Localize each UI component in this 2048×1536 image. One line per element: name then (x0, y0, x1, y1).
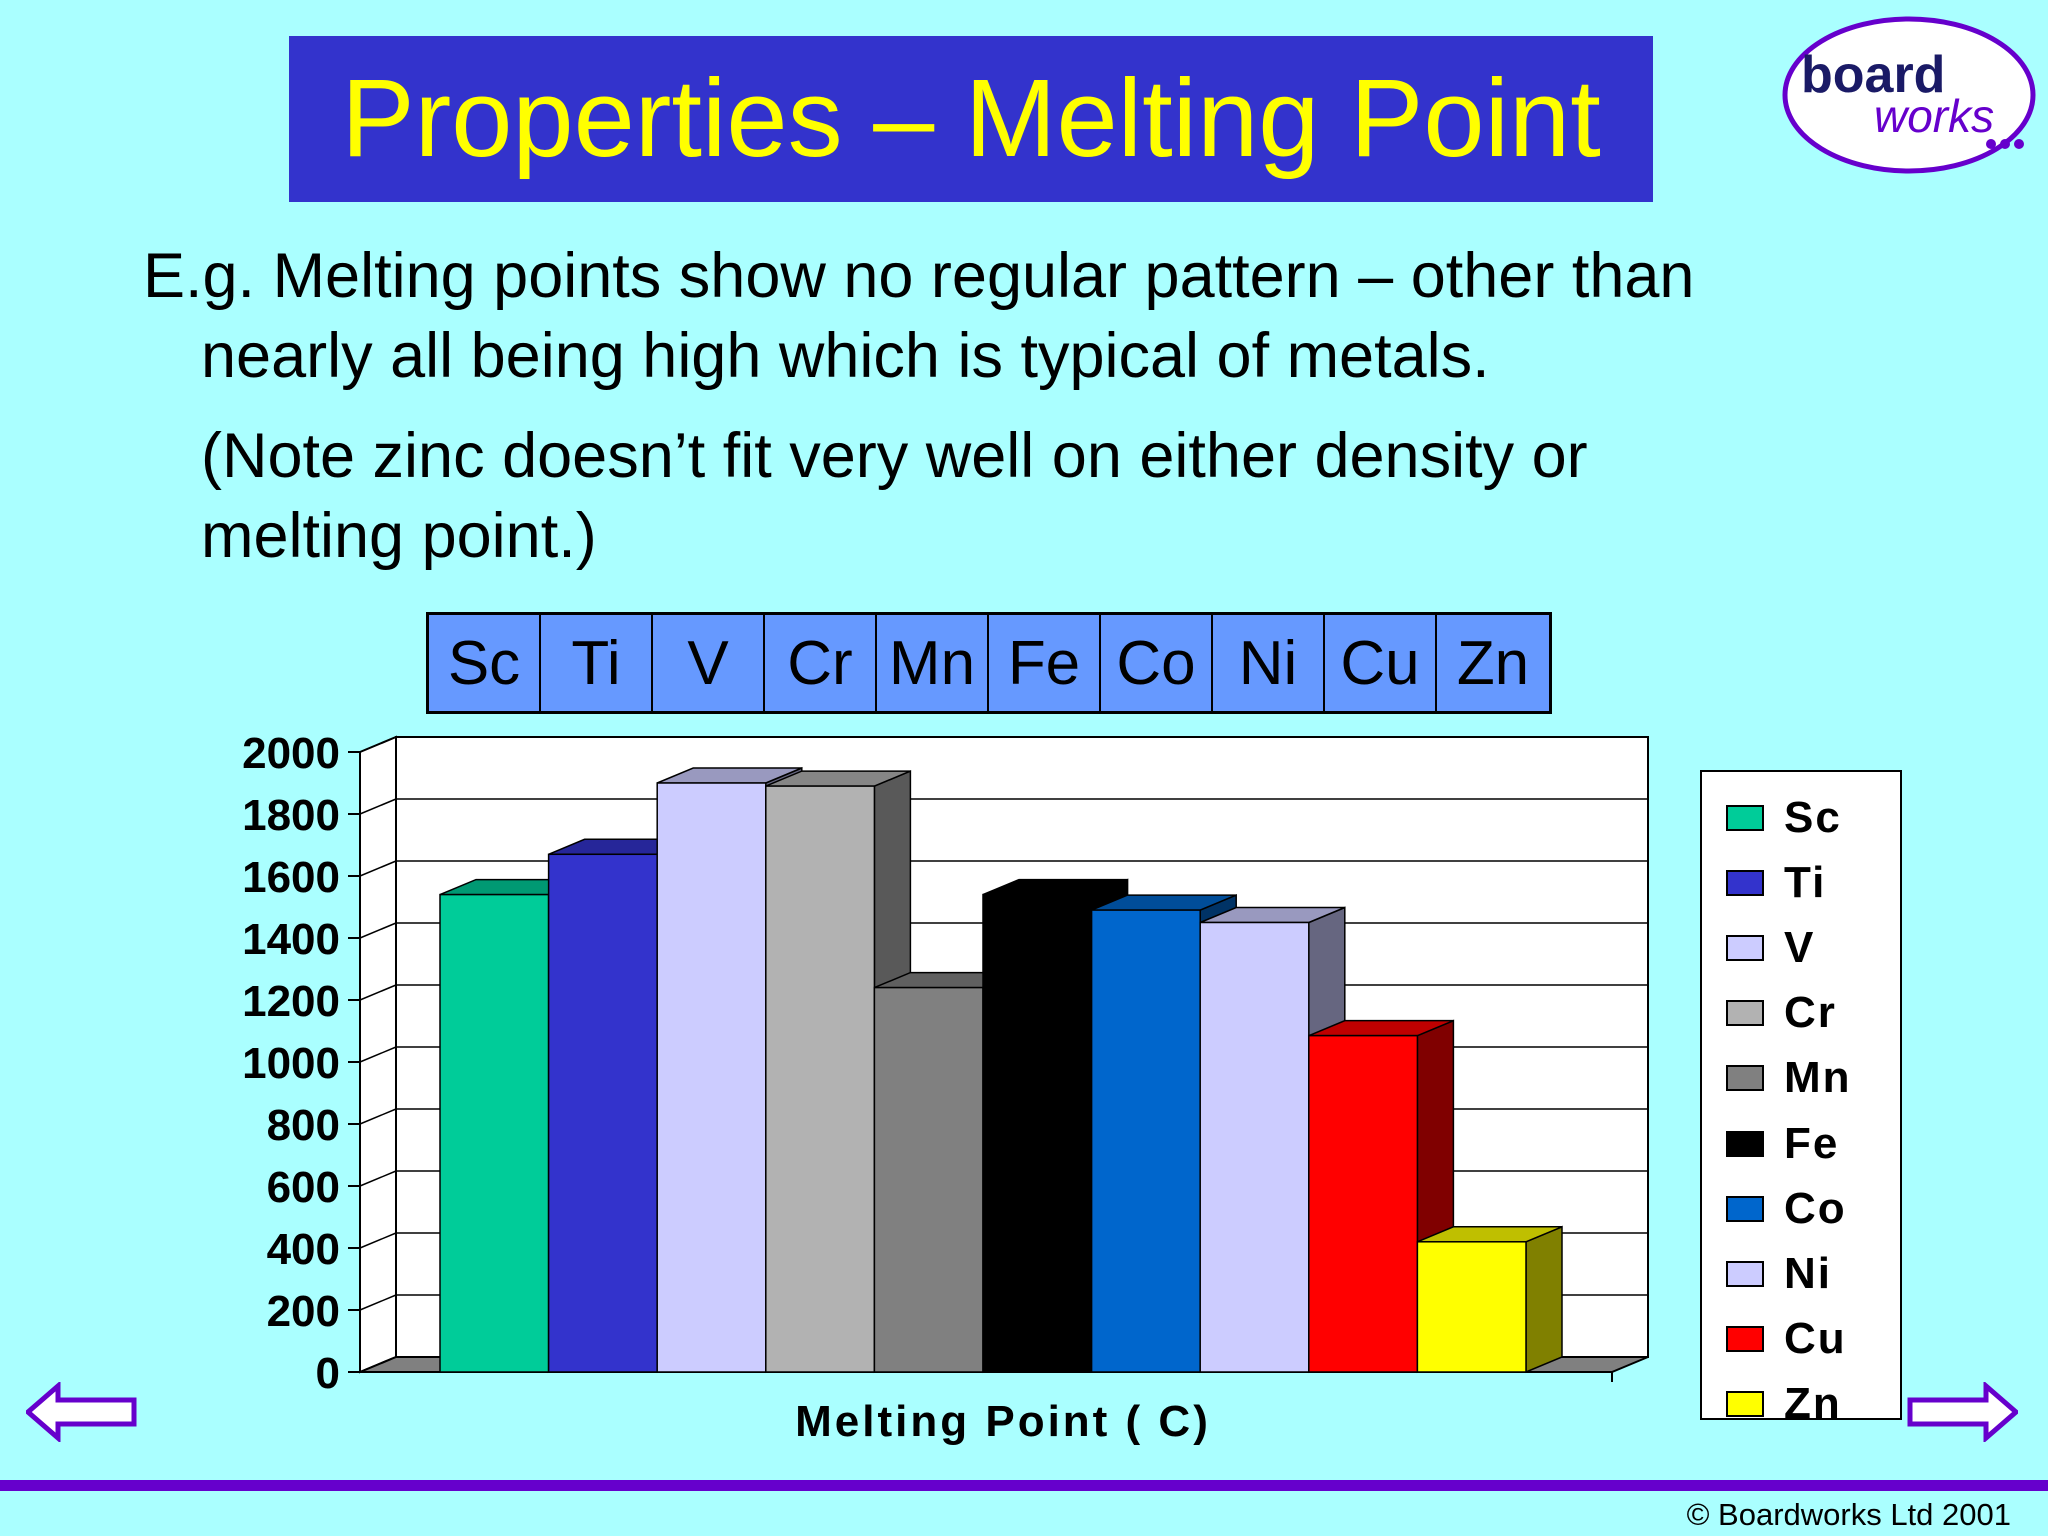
legend-item-zn: Zn (1702, 1372, 1900, 1437)
legend-swatch (1726, 869, 1764, 896)
gridline-side (359, 1108, 397, 1125)
legend-label: Cr (1784, 988, 1837, 1038)
gridline-side (359, 1356, 397, 1373)
legend-swatch (1726, 1000, 1764, 1027)
logo-word-works: works (1874, 90, 1994, 142)
legend-item-sc: Sc (1702, 785, 1900, 850)
note-line-2: melting point.) (201, 501, 597, 571)
legend-item-co: Co (1702, 1176, 1900, 1241)
gridline-side (359, 1232, 397, 1249)
body-line-2: nearly all being high which is typical o… (201, 321, 1490, 391)
bar-cu (1308, 1034, 1419, 1373)
legend-item-mn: Mn (1702, 1046, 1900, 1111)
element-cell-zn: Zn (1456, 628, 1530, 698)
bar-sc (439, 893, 550, 1373)
legend-swatch (1726, 804, 1764, 831)
logo-word-board: board (1801, 46, 1945, 104)
element-strip: Sc Ti V Cr Mn Fe Co Ni Cu Zn (426, 612, 1552, 714)
element-cell-co: Co (1101, 615, 1213, 711)
legend-swatch (1726, 1065, 1764, 1092)
chart-legend: Sc Ti V Cr Mn Fe Co Ni Cu Zn (1700, 770, 1902, 1428)
body-line-1: E.g. Melting points show no regular patt… (143, 241, 1695, 311)
legend-item-fe: Fe (1702, 1111, 1900, 1176)
legend-label: Mn (1784, 1053, 1852, 1103)
gridline-side (359, 922, 397, 939)
legend-label: Co (1784, 1183, 1847, 1233)
gridline-side (359, 1170, 397, 1187)
gridline-side (359, 736, 397, 753)
element-cell-fe: Fe (989, 615, 1101, 711)
boardworks-logo: board works (1782, 16, 2036, 174)
gridline-side (359, 984, 397, 1001)
gridline-side (359, 860, 397, 877)
element-cell-ni: Ni (1213, 615, 1325, 711)
footer-bar (0, 1480, 2048, 1491)
element-cell-v: V (653, 615, 765, 711)
legend-swatch (1726, 1260, 1764, 1287)
gridline-side (359, 1294, 397, 1311)
legend-label: Fe (1784, 1118, 1840, 1168)
bar-ni (1199, 921, 1310, 1373)
legend-item-ti: Ti (1702, 850, 1900, 915)
y-tick-label: 1600 (242, 853, 340, 902)
y-tick-label: 1400 (242, 915, 340, 964)
slide-title: Properties – Melting Point (341, 57, 1601, 180)
legend-swatch (1726, 934, 1764, 961)
legend-item-ni: Ni (1702, 1241, 1900, 1306)
element-cell-sc: Sc (429, 615, 541, 711)
legend-label: Ni (1784, 1248, 1832, 1298)
y-tick-label: 200 (267, 1287, 340, 1336)
left-arrow-icon[interactable] (26, 1382, 138, 1442)
bar-mn (873, 986, 984, 1373)
bar-zn (1416, 1241, 1527, 1373)
legend-item-cr: Cr (1702, 981, 1900, 1046)
gridline-side (359, 798, 397, 815)
note-line-1: (Note zinc doesn’t fit very well on eith… (201, 421, 1588, 491)
legend-swatch (1726, 1130, 1764, 1157)
legend-item-cu: Cu (1702, 1307, 1900, 1372)
bar-co (1090, 909, 1201, 1373)
right-arrow-icon[interactable] (1906, 1382, 2018, 1442)
legend-item-v: V (1702, 915, 1900, 980)
element-cell-mn: Mn (877, 615, 989, 711)
bar-side-zn (1525, 1225, 1563, 1374)
gridline-side (359, 1046, 397, 1063)
element-cell-cu: Cu (1325, 615, 1437, 711)
slide-title-box: Properties – Melting Point (289, 36, 1653, 202)
y-tick-label: 400 (267, 1225, 340, 1274)
legend-swatch (1726, 1391, 1764, 1418)
copyright: © Boardworks Ltd 2001 (1686, 1497, 2011, 1532)
y-tick-label: 0 (316, 1349, 340, 1398)
legend-swatch (1726, 1326, 1764, 1353)
bar-v (656, 782, 767, 1373)
legend-swatch (1726, 1195, 1764, 1222)
x-axis-label: Melting Point ( C) (795, 1397, 1211, 1446)
legend-label: Cu (1784, 1314, 1847, 1364)
y-tick-label: 1800 (242, 791, 340, 840)
y-tick-label: 600 (267, 1163, 340, 1212)
bar-ti (547, 853, 658, 1373)
legend-label: V (1784, 922, 1816, 972)
bar-cr (765, 785, 876, 1373)
bar-fe (982, 893, 1093, 1373)
y-tick-label: 1200 (242, 977, 340, 1026)
legend-label: Sc (1784, 792, 1842, 842)
element-cell-ti: Ti (541, 615, 653, 711)
legend-label: Zn (1784, 1379, 1842, 1429)
y-tick-label: 800 (267, 1101, 340, 1150)
body-text: E.g. Melting points show no regular patt… (143, 236, 1903, 396)
element-cell-cr: Cr (765, 615, 877, 711)
legend-label: Ti (1784, 857, 1827, 907)
y-tick-label: 1000 (242, 1039, 340, 1088)
y-tick-label: 2000 (242, 729, 340, 778)
note-text: (Note zinc doesn’t fit very well on eith… (201, 416, 1901, 576)
